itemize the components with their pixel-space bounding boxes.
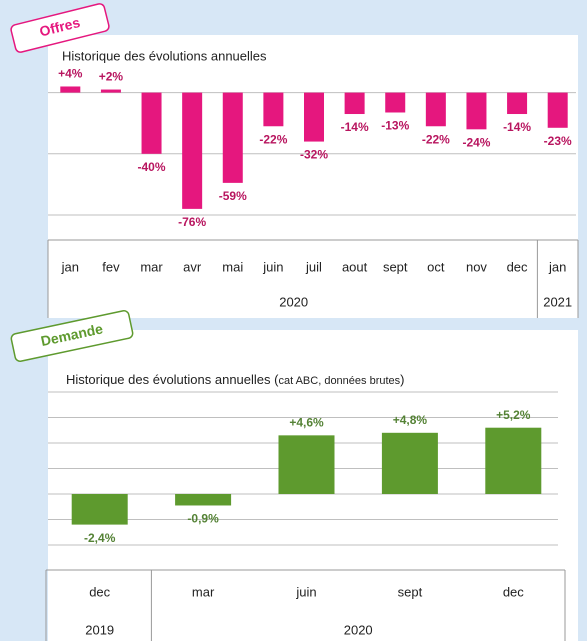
x-tick-label: dec: [89, 584, 110, 599]
title-part: Historique des évolutions annuelles (: [66, 372, 279, 387]
value-label: +2%: [99, 70, 124, 84]
bar: [547, 92, 568, 128]
x-tick-label: oct: [427, 259, 445, 274]
x-tick-label: juin: [262, 259, 283, 274]
value-label: -22%: [259, 132, 287, 146]
x-group-label: 2019: [85, 622, 114, 637]
value-label: +5,2%: [496, 408, 531, 422]
value-label: -59%: [219, 189, 247, 203]
tag-offres: Offres: [10, 3, 110, 53]
value-label: -13%: [381, 119, 409, 133]
bar: [304, 92, 324, 142]
value-label: +4,6%: [289, 416, 324, 430]
value-label: -0,9%: [187, 512, 219, 526]
chart-title: Historique des évolutions annuelles (cat…: [66, 372, 405, 387]
value-label: -24%: [462, 135, 490, 149]
x-tick-label: aout: [342, 259, 368, 274]
x-tick-label: sept: [398, 584, 423, 599]
bar: [263, 92, 284, 127]
bar: [485, 427, 542, 494]
bar: [182, 92, 203, 209]
bar: [381, 432, 438, 494]
x-tick-label: juin: [295, 584, 316, 599]
value-label: +4,8%: [393, 413, 428, 427]
x-tick-label: dec: [503, 584, 524, 599]
x-tick-label: sept: [383, 259, 408, 274]
bar: [507, 92, 528, 115]
panel-offres: [48, 35, 578, 318]
bar: [425, 92, 446, 127]
value-label: -14%: [341, 120, 369, 134]
value-label: -23%: [544, 134, 572, 148]
title-note: cat ABC, données brutes: [278, 375, 400, 387]
x-group-label: 2020: [279, 294, 308, 309]
x-tick-label: jan: [61, 259, 79, 274]
x-tick-label: mar: [192, 584, 215, 599]
x-tick-label: jan: [548, 259, 566, 274]
tag-box: [10, 310, 134, 362]
bar: [141, 92, 162, 154]
value-label: -2,4%: [84, 531, 116, 545]
value-label: -14%: [503, 120, 531, 134]
bar: [175, 494, 232, 506]
x-tick-label: fev: [102, 259, 120, 274]
value-label: -76%: [178, 215, 206, 229]
bar: [222, 92, 243, 183]
bar: [278, 435, 335, 494]
title-part: ): [400, 372, 404, 387]
x-tick-label: avr: [183, 259, 202, 274]
x-tick-label: mar: [140, 259, 163, 274]
value-label: -40%: [138, 160, 166, 174]
bar: [60, 86, 81, 93]
x-tick-label: dec: [507, 259, 528, 274]
bar: [344, 92, 365, 115]
x-group-label: 2021: [543, 294, 572, 309]
value-label: -22%: [422, 132, 450, 146]
x-tick-label: nov: [466, 259, 487, 274]
x-group-label: 2020: [344, 622, 373, 637]
value-label: +4%: [58, 67, 83, 81]
bar: [100, 89, 121, 93]
x-tick-label: juil: [305, 259, 322, 274]
x-tick-label: mai: [222, 259, 243, 274]
bar: [385, 92, 406, 113]
bar: [466, 92, 487, 130]
value-label: -32%: [300, 148, 328, 162]
chart-title: Historique des évolutions annuelles: [62, 48, 267, 63]
bar: [71, 494, 128, 525]
tag-box: [10, 3, 110, 53]
